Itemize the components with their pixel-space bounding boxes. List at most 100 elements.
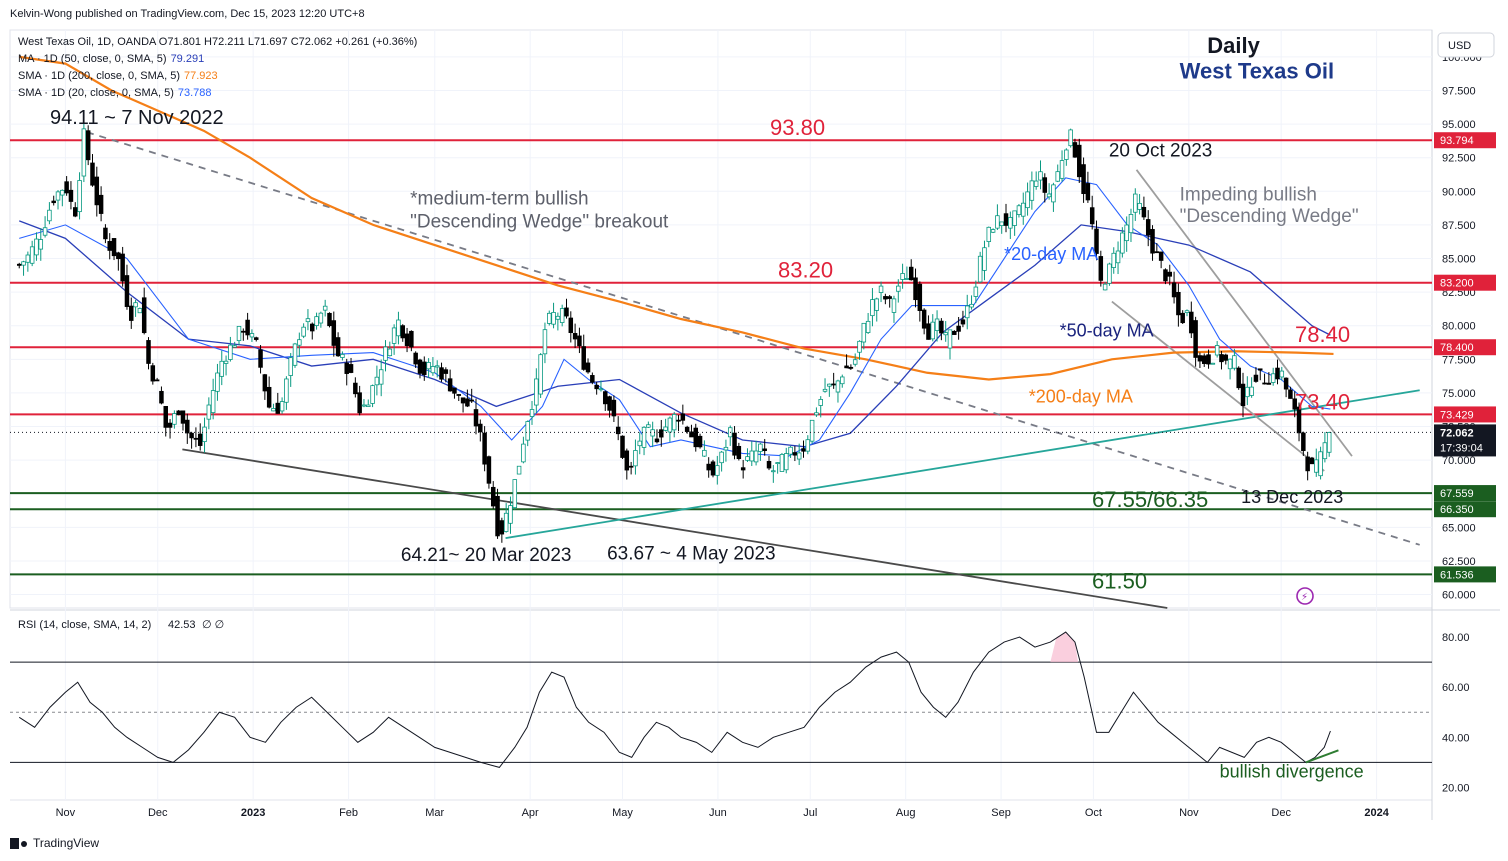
candle-body bbox=[512, 479, 518, 508]
chart-annotation: 64.21~ 20 Mar 2023 bbox=[401, 545, 572, 566]
candle-body bbox=[1051, 184, 1056, 203]
legend-symbol[interactable]: West Texas Oil, 1D, OANDA O71.801 H72.21… bbox=[18, 36, 417, 48]
candle-body bbox=[1266, 382, 1272, 385]
candle-body bbox=[210, 390, 216, 413]
candle-body bbox=[753, 450, 759, 463]
candle-body bbox=[883, 296, 888, 300]
candle-body bbox=[891, 298, 897, 313]
brand-label: TradingView bbox=[33, 836, 100, 850]
candle-body bbox=[1275, 367, 1280, 380]
price-tag bbox=[1434, 406, 1496, 423]
tradingview-brand[interactable]: TradingView bbox=[10, 836, 99, 850]
legend-ma50[interactable]: MA · 1D (50, close, 0, SMA, 5) 79.291 bbox=[18, 53, 204, 65]
candle-body bbox=[189, 432, 194, 439]
rsi-line bbox=[18, 631, 1331, 768]
rsi-plot: RSI (14, close, SMA, 14, 2) 42.53 ∅ ∅ bulli… bbox=[10, 619, 1432, 781]
x-tick-label: Mar bbox=[425, 807, 444, 819]
candle-body bbox=[1253, 374, 1259, 382]
candle-body bbox=[1003, 213, 1009, 226]
candle-body bbox=[340, 354, 345, 358]
candle-body bbox=[1176, 291, 1181, 316]
legend-sma20-label: SMA · 1D (20, close, 0, SMA, 5) bbox=[18, 87, 174, 99]
chart-annotation: 94.11 ~ 7 Nov 2022 bbox=[50, 107, 224, 129]
candle-body bbox=[745, 456, 750, 461]
candle-body bbox=[1184, 310, 1190, 313]
candle-body bbox=[577, 335, 582, 347]
rsi-y-tick-label: 60.00 bbox=[1442, 682, 1470, 694]
candle-body bbox=[607, 396, 612, 411]
candle-body bbox=[771, 470, 776, 473]
price-tag bbox=[1434, 501, 1496, 518]
candle-body bbox=[1107, 263, 1112, 284]
candle-body bbox=[693, 427, 699, 448]
price-tag bbox=[1434, 339, 1496, 356]
candle-body bbox=[1301, 432, 1306, 452]
candle-body bbox=[1245, 386, 1250, 398]
y-tick-label: 62.500 bbox=[1442, 556, 1476, 568]
candle-body bbox=[1046, 193, 1052, 198]
candle-body bbox=[702, 449, 707, 457]
x-tick-label: Feb bbox=[339, 807, 358, 819]
trendline bbox=[1135, 169, 1353, 457]
candle-body bbox=[611, 399, 617, 417]
candle-body bbox=[396, 319, 401, 337]
candle-body bbox=[1124, 224, 1129, 242]
candle-body bbox=[921, 309, 927, 329]
level-label: 73.40 bbox=[1295, 389, 1350, 414]
price-tag-label: 78.400 bbox=[1440, 342, 1474, 354]
candle-body bbox=[874, 298, 879, 311]
y-tick-label: 60.000 bbox=[1442, 590, 1476, 602]
candle-body bbox=[159, 390, 164, 404]
candle-body bbox=[784, 453, 789, 471]
candle-body bbox=[1115, 250, 1121, 264]
y-tick-label: 65.000 bbox=[1442, 522, 1476, 534]
candle-body bbox=[534, 378, 539, 406]
candle-body bbox=[29, 246, 35, 264]
candle-body bbox=[185, 419, 190, 434]
chart-annotation: "Descending Wedge" bbox=[1180, 206, 1359, 227]
candle-body bbox=[262, 374, 268, 392]
candle-body bbox=[413, 352, 418, 365]
candle-body bbox=[1322, 442, 1328, 460]
chart-annotation: 13 Dec 2023 bbox=[1241, 487, 1343, 507]
candle-body bbox=[1145, 219, 1151, 236]
chart-annotation: "Descending Wedge" breakout bbox=[410, 212, 669, 233]
candle-body bbox=[624, 450, 630, 471]
candle-body bbox=[1326, 432, 1332, 453]
candle-body bbox=[228, 344, 233, 360]
candle-body bbox=[51, 200, 56, 204]
candle-body bbox=[456, 394, 462, 396]
candle-body bbox=[378, 369, 384, 385]
candle-body bbox=[796, 452, 802, 460]
x-tick-label: Nov bbox=[56, 807, 76, 819]
candle-body bbox=[236, 325, 242, 342]
candle-body bbox=[572, 333, 578, 340]
currency-button bbox=[1437, 32, 1495, 58]
level-label: 83.20 bbox=[778, 258, 833, 283]
candle-body bbox=[404, 333, 410, 347]
candle-body bbox=[939, 320, 944, 334]
candle-body bbox=[1270, 373, 1276, 383]
candle-body bbox=[353, 382, 358, 395]
candle-body bbox=[590, 375, 595, 383]
candle-body bbox=[952, 330, 957, 335]
candle-body bbox=[861, 322, 867, 343]
legend-sma20[interactable]: SMA · 1D (20, close, 0, SMA, 5) 73.788 bbox=[18, 87, 212, 99]
candle-body bbox=[521, 443, 526, 463]
axes: 100.00097.50095.00092.50090.00087.50085.… bbox=[56, 32, 1496, 819]
price-tag-label: 93.794 bbox=[1440, 135, 1474, 147]
candle-body bbox=[202, 426, 207, 443]
candle-body bbox=[447, 378, 453, 392]
price-tag bbox=[1434, 485, 1496, 502]
chart-annotation: *medium-term bullish bbox=[410, 189, 588, 210]
candle-body bbox=[1141, 206, 1147, 218]
candle-body bbox=[1059, 160, 1065, 179]
legend-sma200[interactable]: SMA · 1D (200, close, 0, SMA, 5) 77.923 bbox=[18, 70, 218, 82]
candle-body bbox=[370, 385, 375, 404]
candle-body bbox=[710, 461, 716, 476]
candle-body bbox=[374, 376, 380, 386]
chart-annotation: 63.67 ~ 4 May 2023 bbox=[607, 544, 776, 565]
candle-body bbox=[525, 421, 530, 441]
candle-body bbox=[271, 408, 276, 412]
